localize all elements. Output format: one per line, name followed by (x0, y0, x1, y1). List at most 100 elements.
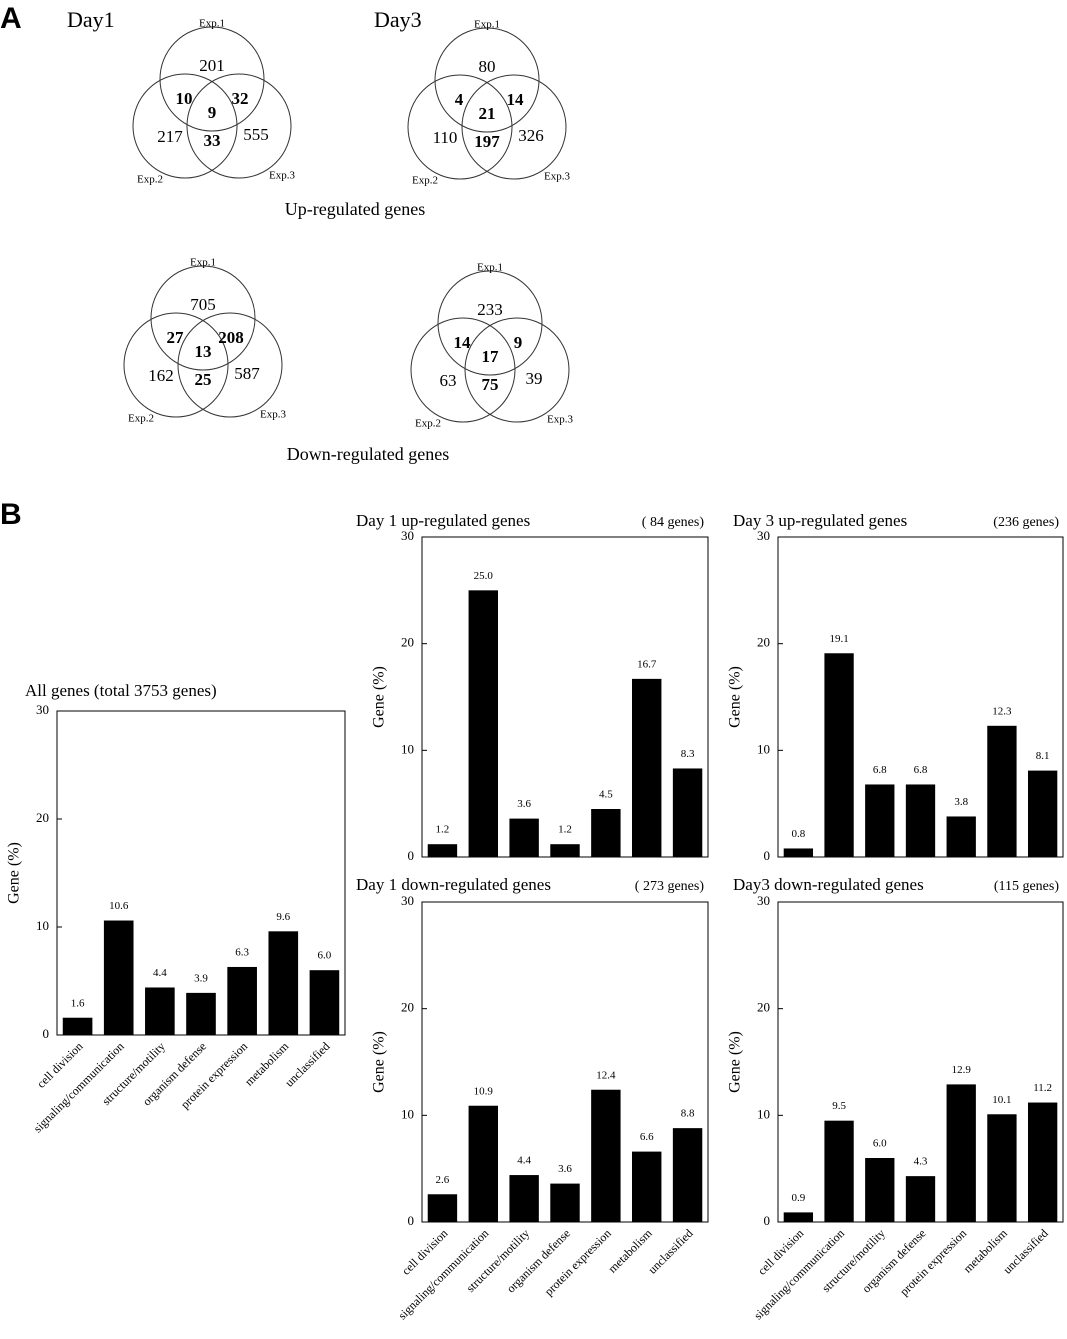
venn-count: 14 (507, 90, 525, 109)
y-tick-label: 30 (36, 702, 49, 717)
chart-title: Day3 down-regulated genes (733, 875, 924, 894)
y-tick-label: 20 (757, 635, 770, 650)
value-label: 10.9 (474, 1085, 494, 1097)
bar (186, 992, 216, 1035)
y-tick-label: 10 (757, 1106, 770, 1121)
x-tick-label: unclassified (282, 1039, 332, 1089)
chart-title: Day 1 down-regulated genes (356, 875, 551, 894)
venn-circle (186, 73, 292, 179)
venn-count: 9 (514, 333, 523, 352)
value-label: 12.9 (952, 1064, 972, 1076)
value-label: 6.0 (873, 1138, 887, 1150)
bar (309, 970, 340, 1035)
bar (145, 987, 175, 1035)
value-label: 12.3 (992, 705, 1012, 717)
value-label: 4.5 (599, 789, 613, 801)
group-label: Down-regulated genes (287, 444, 449, 464)
chart-subtitle: ( 273 genes) (635, 879, 705, 894)
venn-circle (410, 317, 516, 423)
venn-circle (159, 26, 265, 132)
venn-set-label: Exp.2 (137, 174, 163, 186)
bar (550, 844, 580, 857)
bar (672, 1128, 703, 1222)
venn-count: 63 (440, 371, 457, 390)
venn-set-label: Exp.3 (547, 414, 573, 426)
venn-set-label: Exp.1 (474, 19, 500, 31)
bar (427, 1194, 458, 1222)
bar (509, 1175, 539, 1222)
bar (468, 590, 498, 857)
venn-set-label: Exp.3 (260, 409, 286, 421)
value-label: 2.6 (436, 1174, 450, 1186)
y-tick-label: 20 (757, 1000, 770, 1015)
venn-count: 33 (204, 131, 221, 150)
value-label: 3.6 (558, 1163, 572, 1175)
y-tick-label: 0 (764, 1213, 771, 1228)
y-tick-label: 0 (408, 848, 415, 863)
venn-circle (150, 265, 256, 371)
venn-circle (434, 27, 540, 133)
venn-count: 17 (482, 347, 500, 366)
y-tick-label: 30 (401, 528, 414, 543)
bar (632, 678, 662, 857)
value-label: 10.6 (109, 900, 129, 912)
bar (1027, 1102, 1058, 1222)
value-label: 4.3 (914, 1156, 928, 1168)
value-label: 19.1 (829, 633, 848, 645)
value-label: 8.8 (681, 1108, 695, 1120)
chart-title: All genes (total 3753 genes) (25, 681, 217, 700)
venn-circle (437, 270, 543, 376)
value-label: 10.1 (992, 1094, 1011, 1106)
bar (591, 809, 621, 857)
venn-set-label: Exp.3 (544, 171, 570, 183)
bar (550, 1183, 580, 1222)
value-label: 16.7 (637, 658, 657, 670)
venn-count: 162 (148, 366, 174, 385)
y-axis-label: Gene (%) (371, 1031, 388, 1093)
day-label: Day1 (67, 7, 115, 32)
bar (824, 653, 854, 857)
chart-subtitle: (236 genes) (993, 515, 1059, 530)
value-label: 8.1 (1036, 750, 1050, 762)
bar (865, 784, 895, 857)
value-label: 6.8 (914, 764, 928, 776)
chart-subtitle: (115 genes) (994, 879, 1060, 894)
value-label: 12.4 (596, 1069, 616, 1081)
venn-circle (132, 73, 238, 179)
bar (632, 1151, 662, 1222)
y-tick-label: 30 (757, 528, 770, 543)
plot-frame (777, 901, 1064, 1223)
venn-count: 32 (232, 89, 249, 108)
venn-count: 197 (474, 132, 500, 151)
venn-circle (407, 74, 513, 180)
venn-set-label: Exp.2 (412, 175, 438, 187)
venn-count: 705 (190, 295, 216, 314)
venn-count: 21 (479, 104, 496, 123)
y-tick-label: 10 (757, 741, 770, 756)
venn-circle (461, 74, 567, 180)
venn-count: 39 (526, 369, 543, 388)
venn-count: 4 (455, 90, 464, 109)
bar (591, 1089, 621, 1222)
venn-count: 25 (195, 370, 212, 389)
panel-label: B (0, 498, 22, 531)
value-label: 9.6 (276, 911, 290, 923)
bar (946, 816, 976, 857)
y-axis-label: Gene (%) (727, 1031, 744, 1093)
value-label: 3.9 (194, 972, 208, 984)
y-tick-label: 20 (401, 635, 414, 650)
venn-count: 326 (518, 126, 544, 145)
bar (509, 818, 539, 857)
value-label: 1.2 (436, 824, 450, 836)
venn-count: 13 (195, 342, 212, 361)
venn-count: 10 (176, 89, 193, 108)
y-axis-label: Gene (%) (6, 842, 23, 904)
bar (987, 1114, 1017, 1222)
y-tick-label: 0 (764, 848, 771, 863)
bar (824, 1120, 854, 1222)
y-tick-label: 10 (36, 918, 49, 933)
venn-count: 14 (454, 333, 472, 352)
chart-title: Day 1 up-regulated genes (356, 511, 530, 530)
venn-count: 217 (157, 127, 183, 146)
venn-set-label: Exp.2 (128, 413, 154, 425)
